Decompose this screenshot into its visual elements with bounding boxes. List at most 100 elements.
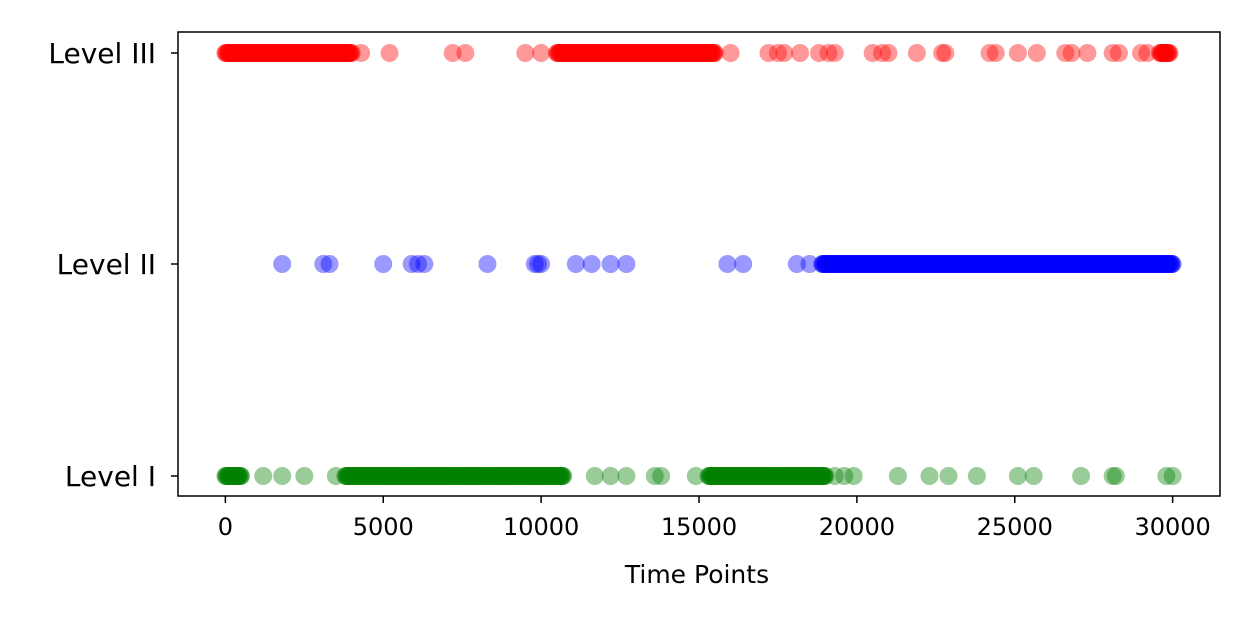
data-point: [238, 44, 257, 62]
data-point: [1119, 255, 1138, 273]
data-point: [955, 255, 974, 273]
data-point: [817, 255, 836, 273]
data-point: [754, 467, 773, 485]
data-point: [735, 467, 753, 485]
data-point: [224, 467, 243, 485]
data-point: [641, 44, 660, 62]
data-point: [905, 255, 924, 273]
data-point: [311, 44, 330, 62]
data-point: [742, 467, 761, 485]
data-point: [825, 255, 844, 273]
data-point: [221, 44, 240, 62]
data-point: [239, 44, 258, 62]
data-point: [458, 467, 477, 485]
data-point: [869, 255, 888, 273]
data-point: [794, 467, 813, 485]
data-point: [1050, 255, 1069, 273]
data-point: [854, 255, 873, 273]
data-point: [229, 44, 248, 62]
data-point: [666, 44, 685, 62]
data-point: [529, 467, 548, 485]
data-point: [225, 467, 244, 485]
data-point: [630, 44, 649, 62]
data-point: [962, 255, 981, 273]
data-point: [443, 467, 462, 485]
data-point: [1126, 255, 1145, 273]
data-point: [1130, 255, 1149, 273]
data-point: [897, 255, 916, 273]
data-point: [1091, 255, 1110, 273]
data-point: [224, 44, 243, 62]
data-point: [1013, 255, 1032, 273]
data-point: [258, 44, 277, 62]
data-point: [619, 44, 638, 62]
data-point: [555, 44, 574, 62]
data-point: [913, 255, 932, 273]
data-point: [522, 467, 541, 485]
data-point: [709, 467, 728, 485]
data-point: [1021, 255, 1040, 273]
data-point: [775, 44, 794, 62]
data-point: [1042, 255, 1061, 273]
data-point: [849, 255, 868, 273]
data-point: [436, 467, 455, 485]
data-point: [577, 44, 596, 62]
data-point: [487, 467, 506, 485]
data-point: [817, 255, 836, 273]
data-point: [1146, 255, 1165, 273]
data-point: [822, 255, 841, 273]
data-point: [786, 467, 805, 485]
data-point: [699, 467, 718, 485]
data-point: [747, 467, 766, 485]
data-point: [1052, 255, 1071, 273]
data-point: [665, 44, 684, 62]
data-point: [1066, 255, 1085, 273]
data-point: [1072, 467, 1091, 485]
data-point: [424, 467, 443, 485]
data-point: [783, 467, 802, 485]
data-point: [395, 467, 414, 485]
data-point: [929, 255, 948, 273]
data-point: [614, 44, 633, 62]
data-point: [413, 467, 432, 485]
data-point: [236, 44, 255, 62]
data-point: [888, 467, 907, 485]
data-point: [633, 44, 652, 62]
data-point: [867, 255, 886, 273]
data-point: [753, 467, 772, 485]
data-point: [221, 44, 240, 62]
data-point: [671, 44, 690, 62]
data-point: [1040, 255, 1059, 273]
data-point: [697, 44, 716, 62]
data-point: [746, 467, 765, 485]
data-point: [791, 467, 810, 485]
data-point: [1079, 255, 1098, 273]
data-point: [813, 255, 832, 273]
data-point: [1057, 255, 1076, 273]
data-point: [348, 467, 367, 485]
data-point: [953, 255, 972, 273]
data-point: [704, 44, 723, 62]
data-point: [809, 467, 828, 485]
data-point: [663, 44, 682, 62]
data-point: [1003, 255, 1022, 273]
data-point: [435, 467, 454, 485]
data-point: [404, 467, 423, 485]
data-point: [402, 467, 421, 485]
data-point: [608, 44, 627, 62]
data-point: [725, 467, 744, 485]
data-point: [611, 44, 630, 62]
data-point: [382, 467, 401, 485]
data-point: [755, 467, 774, 485]
data-point: [803, 467, 822, 485]
data-point: [1009, 255, 1028, 273]
data-point: [393, 467, 412, 485]
data-point: [828, 255, 847, 273]
data-point: [977, 255, 996, 273]
data-point: [381, 467, 400, 485]
data-point: [1094, 255, 1113, 273]
data-point: [564, 44, 583, 62]
data-point: [668, 44, 687, 62]
data-point: [441, 467, 460, 485]
data-point: [356, 467, 375, 485]
